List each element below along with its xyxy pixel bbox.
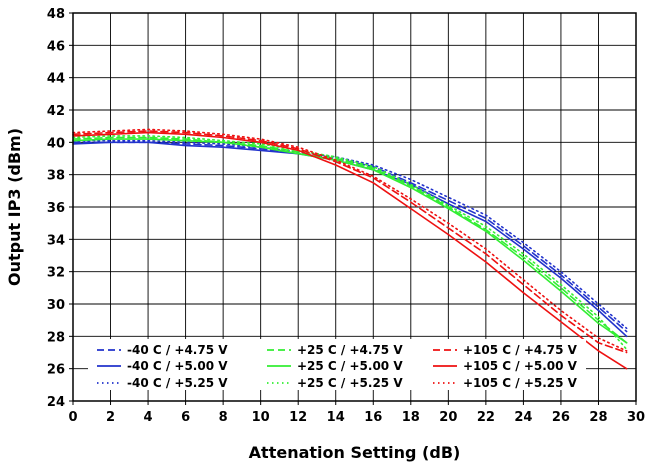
x-tick-label: 22: [477, 410, 495, 425]
x-tick-label: 12: [289, 410, 307, 425]
series-line-1: [72, 141, 628, 333]
series-line-3: [72, 139, 628, 330]
legend-label-9: +105 C / +5.25 V: [463, 376, 578, 390]
x-tick-label: 20: [439, 410, 457, 425]
legend-label-6: +25 C / +5.25 V: [297, 376, 403, 390]
x-axis-ticks: 0 2 4 6 8 10 12 14 16 18 20 22 24 26 28 30: [68, 401, 645, 425]
y-tick-label: 28: [47, 330, 65, 345]
y-tick-label: 44: [47, 72, 65, 87]
x-tick-label: 18: [402, 410, 420, 425]
grid: [73, 13, 636, 401]
y-tick-label: 40: [47, 136, 65, 151]
x-tick-label: 14: [327, 410, 345, 425]
legend-label-1: -40 C / +4.75 V: [127, 343, 228, 357]
series-group: [72, 128, 628, 370]
series-line-7: [72, 130, 628, 354]
y-axis-ticks: 24 26 28 30 32 34 36 38 40 42 44 46 48: [47, 7, 73, 410]
x-tick-label: 28: [589, 410, 607, 425]
legend-label-2: -40 C / +5.00 V: [127, 359, 228, 373]
series-line-5: [72, 138, 628, 344]
y-axis-title: Output IP3 (dBm): [5, 128, 24, 286]
x-tick-label: 26: [552, 410, 570, 425]
y-tick-label: 30: [47, 298, 65, 313]
y-tick-label: 34: [47, 233, 65, 248]
legend-label-8: +105 C / +5.00 V: [463, 359, 578, 373]
x-tick-label: 10: [252, 410, 270, 425]
x-tick-label: 6: [181, 410, 190, 425]
legend-label-7: +105 C / +4.75 V: [463, 343, 578, 357]
legend: -40 C / +4.75 V -40 C / +5.00 V -40 C / +5…: [88, 339, 586, 390]
y-tick-label: 24: [47, 395, 65, 410]
x-tick-label: 16: [364, 410, 382, 425]
x-tick-label: 0: [68, 410, 77, 425]
x-axis-title: Attenation Setting (dB): [249, 443, 461, 462]
y-tick-label: 42: [47, 104, 65, 119]
x-tick-label: 2: [106, 410, 115, 425]
y-tick-label: 26: [47, 363, 65, 378]
x-tick-label: 30: [627, 410, 645, 425]
series-line-4: [72, 136, 628, 344]
x-tick-label: 8: [219, 410, 228, 425]
series-line-9: [72, 128, 628, 352]
x-tick-label: 4: [144, 410, 153, 425]
legend-label-4: +25 C / +4.75 V: [297, 343, 403, 357]
y-tick-label: 46: [47, 39, 65, 54]
series-line-8: [72, 131, 628, 370]
y-tick-label: 48: [47, 7, 65, 22]
y-tick-label: 36: [47, 201, 65, 216]
series-line-6: [72, 135, 628, 351]
legend-label-5: +25 C / +5.00 V: [297, 359, 403, 373]
y-tick-label: 38: [47, 169, 65, 184]
y-tick-label: 32: [47, 266, 65, 281]
legend-background: [88, 339, 586, 390]
legend-label-3: -40 C / +5.25 V: [127, 376, 228, 390]
x-tick-label: 24: [514, 410, 532, 425]
